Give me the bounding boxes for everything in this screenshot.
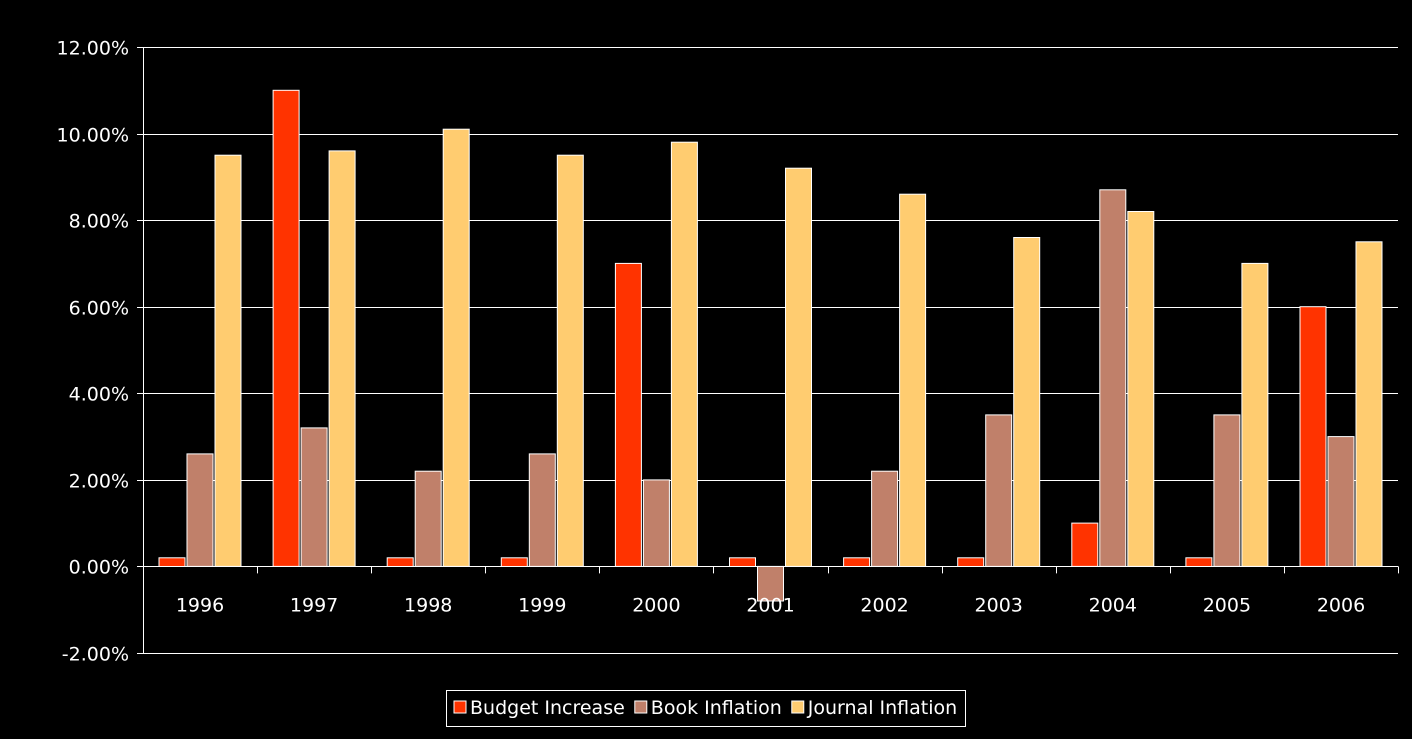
bar xyxy=(985,414,1013,567)
bar xyxy=(757,565,784,602)
x-tick-label: 1998 xyxy=(404,594,452,616)
x-tick-label: 2004 xyxy=(1089,594,1137,616)
legend-label: Journal Inflation xyxy=(807,697,957,719)
bar xyxy=(186,453,214,567)
bar xyxy=(214,154,242,567)
bar xyxy=(785,167,812,567)
bar xyxy=(500,557,528,567)
y-tick-label: 6.00% xyxy=(69,298,129,320)
x-tick-label: 2002 xyxy=(860,594,908,616)
legend: Budget Increase Book Inflation Journal Inf… xyxy=(446,690,966,727)
bar xyxy=(158,557,186,567)
y-tick-label: 10.00% xyxy=(57,125,129,147)
y-tick-label: -2.00% xyxy=(62,644,129,666)
bar xyxy=(843,557,871,567)
y-tick-label: 2.00% xyxy=(69,471,129,493)
bar xyxy=(957,557,985,567)
bar xyxy=(1013,237,1041,567)
bar xyxy=(528,453,556,567)
bar xyxy=(272,89,300,567)
bar xyxy=(300,427,328,567)
x-tick-label: 2000 xyxy=(632,594,680,616)
bar xyxy=(642,479,670,567)
axes xyxy=(143,47,1398,653)
y-tick-label: 0.00% xyxy=(69,557,129,579)
x-tick-label: 2001 xyxy=(746,594,794,616)
bar xyxy=(1099,189,1127,567)
bar xyxy=(729,557,756,567)
legend-label: Budget Increase xyxy=(470,697,625,719)
bar xyxy=(1355,241,1383,567)
x-tick-label: 2005 xyxy=(1203,594,1251,616)
x-tick-label: 2003 xyxy=(975,594,1023,616)
bar xyxy=(871,470,899,567)
legend-label: Book Inflation xyxy=(651,697,782,719)
bar xyxy=(1213,414,1241,567)
bar xyxy=(328,150,356,567)
bar xyxy=(414,470,442,567)
bar xyxy=(614,262,642,567)
legend-swatch xyxy=(453,700,467,714)
y-axis-ticks: 12.00% 10.00% 8.00% 6.00% 4.00% 2.00% 0.00% -2.… xyxy=(57,38,143,666)
x-tick-label: 1997 xyxy=(290,594,338,616)
bar xyxy=(1071,522,1099,567)
bar xyxy=(442,128,470,567)
bar xyxy=(556,154,584,567)
x-axis-ticks: 1996 1997 1998 1999 2000 2001 2002 2003 2004 2005… xyxy=(143,566,1399,616)
bar xyxy=(1327,436,1355,567)
y-tick-label: 4.00% xyxy=(69,384,129,406)
bar xyxy=(1299,306,1327,567)
x-tick-label: 1999 xyxy=(518,594,566,616)
y-tick-label: 12.00% xyxy=(57,38,129,60)
legend-swatch xyxy=(634,700,648,714)
bar xyxy=(1127,211,1155,567)
x-tick-label: 2006 xyxy=(1317,594,1365,616)
bars xyxy=(158,89,1383,602)
y-tick-label: 8.00% xyxy=(69,211,129,233)
bar xyxy=(1185,557,1213,567)
legend-box xyxy=(446,690,966,727)
bar xyxy=(899,193,927,567)
bar xyxy=(1241,262,1269,567)
bar xyxy=(386,557,414,567)
legend-swatch xyxy=(791,700,805,714)
bar xyxy=(670,141,698,567)
x-tick-label: 1996 xyxy=(176,594,224,616)
